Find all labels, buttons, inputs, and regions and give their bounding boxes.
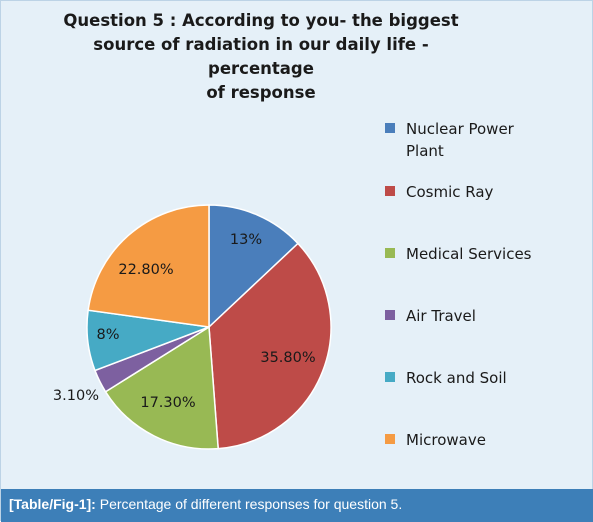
caption-body: Percentage of different responses for qu… xyxy=(95,496,403,512)
legend-label-1-2: Plant xyxy=(406,142,444,160)
chart-title-line-2: source of radiation in our daily life - … xyxy=(93,35,429,78)
figure-caption: [Table/Fig-1]: Percentage of different r… xyxy=(1,489,593,522)
legend-swatch-2 xyxy=(385,186,395,196)
caption-text: [Table/Fig-1]: Percentage of different r… xyxy=(9,496,402,512)
chart-title-line-3: of response xyxy=(206,83,316,102)
legend-label-4: Air Travel xyxy=(406,307,476,325)
legend-swatch-5 xyxy=(385,372,395,382)
chart-title-line-1: Question 5 : According to you- the bigge… xyxy=(63,11,459,30)
legend-swatch-1 xyxy=(385,123,395,133)
legend-swatch-6 xyxy=(385,434,395,444)
pie-chart: 13% 35.80% 17.30% 3.10% 8% 22.80% Nuclear Powe… xyxy=(53,120,532,450)
legend-label-3: Medical Services xyxy=(406,245,532,263)
pie-slice-6 xyxy=(87,204,210,328)
legend-label-1-1: Nuclear Power xyxy=(406,120,515,138)
data-label-4: 3.10% xyxy=(53,388,99,404)
data-label-3: 17.30% xyxy=(140,395,195,411)
legend-swatch-4 xyxy=(385,310,395,320)
pie-slice-1 xyxy=(208,204,299,329)
data-label-2: 35.80% xyxy=(260,350,315,366)
data-label-1: 13% xyxy=(230,232,262,248)
legend-swatch-3 xyxy=(385,248,395,258)
data-label-5: 8% xyxy=(96,327,119,343)
pie-slice-3 xyxy=(104,325,219,450)
pie-slice-2 xyxy=(208,242,332,450)
legend-label-5: Rock and Soil xyxy=(406,369,507,387)
data-label-6: 22.80% xyxy=(118,262,173,278)
chart-title: Question 5 : According to you- the bigge… xyxy=(41,9,481,105)
legend-label-2: Cosmic Ray xyxy=(406,183,494,201)
legend-label-6: Microwave xyxy=(406,431,486,449)
caption-tag: [Table/Fig-1]: xyxy=(9,496,96,512)
